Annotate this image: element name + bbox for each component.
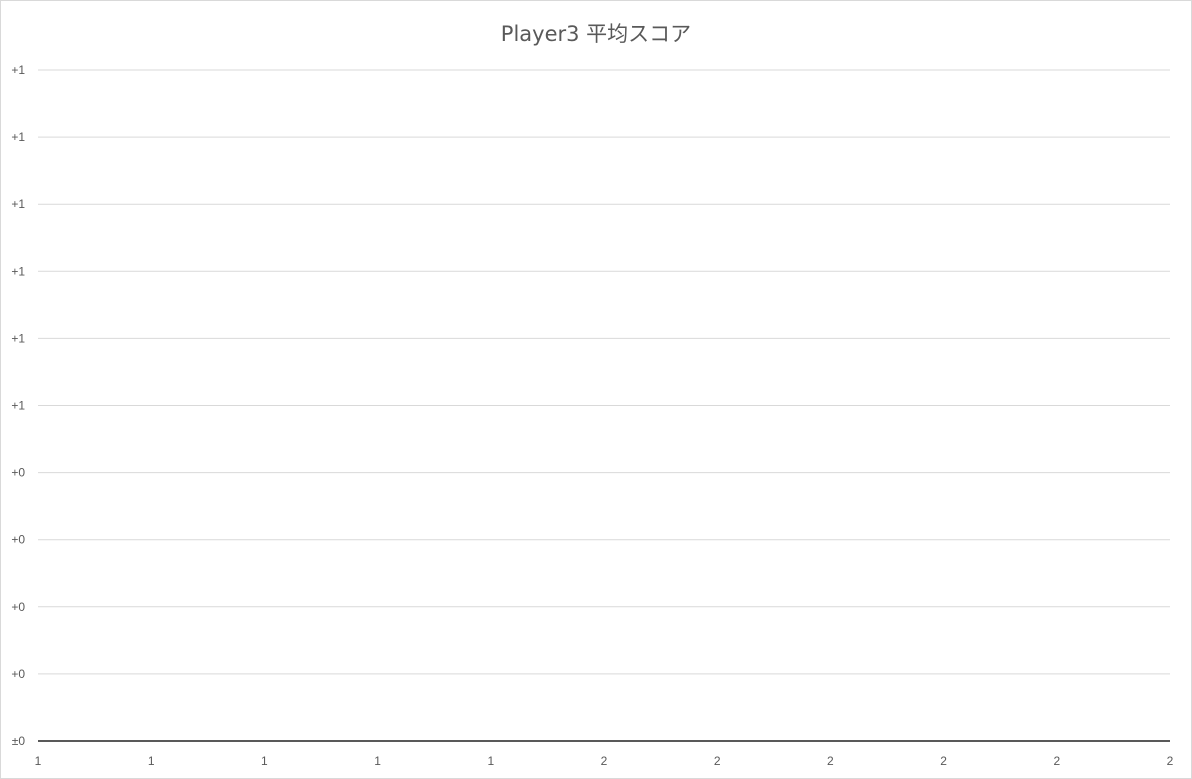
y-tick-label: ±0 xyxy=(12,734,26,748)
x-tick-label: 1 xyxy=(35,754,42,768)
y-tick-label: +1 xyxy=(11,331,25,345)
chart-title: Player3 平均スコア xyxy=(500,22,692,46)
y-tick-label: +0 xyxy=(11,600,25,614)
y-tick-label: +1 xyxy=(11,130,25,144)
y-tick-label: +1 xyxy=(11,399,25,413)
x-tick-label: 1 xyxy=(261,754,268,768)
y-axis-tick-labels: ±0 +0 +0 +0 +0 +1 +1 +1 +1 +1 +1 xyxy=(11,63,25,748)
x-tick-label: 2 xyxy=(601,754,608,768)
y-tick-label: +1 xyxy=(11,63,25,77)
y-tick-label: +1 xyxy=(11,264,25,278)
x-tick-label: 1 xyxy=(148,754,155,768)
x-axis-tick-labels: 1 1 1 1 1 2 2 2 2 2 2 xyxy=(35,754,1174,768)
x-tick-label: 2 xyxy=(714,754,721,768)
x-tick-label: 2 xyxy=(1167,754,1174,768)
x-tick-label: 2 xyxy=(940,754,947,768)
x-tick-label: 1 xyxy=(487,754,494,768)
gridlines xyxy=(38,69,1170,675)
y-tick-label: +0 xyxy=(11,667,25,681)
x-tick-label: 1 xyxy=(374,754,381,768)
x-tick-label: 2 xyxy=(1053,754,1060,768)
x-tick-label: 2 xyxy=(827,754,834,768)
y-tick-label: +1 xyxy=(11,197,25,211)
y-tick-label: +0 xyxy=(11,466,25,480)
y-tick-label: +0 xyxy=(11,533,25,547)
